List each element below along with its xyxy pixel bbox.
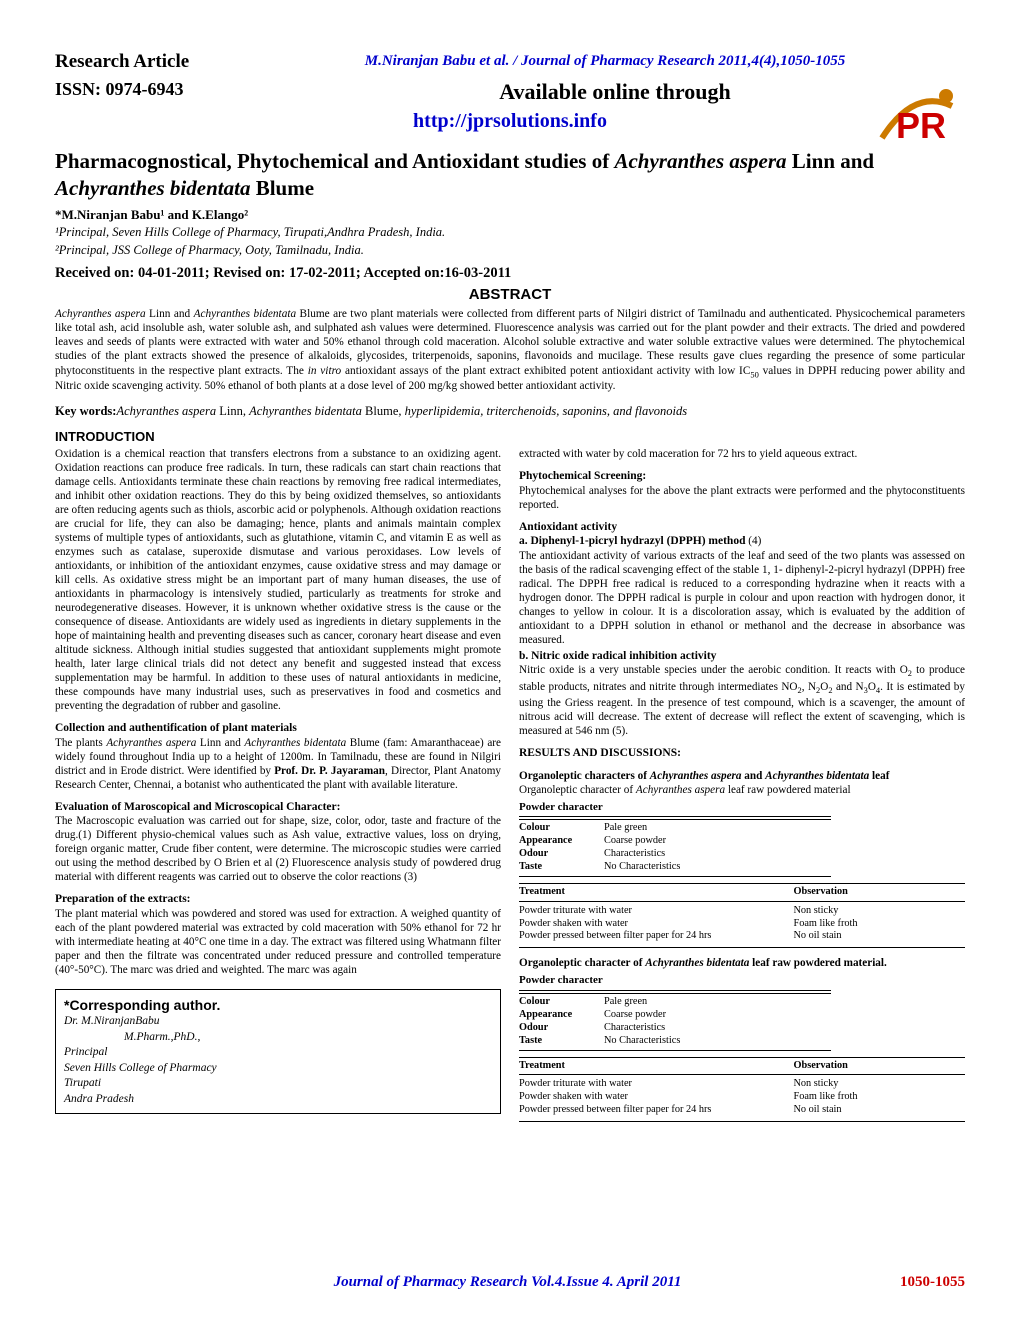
footer-pages: 1050-1055 <box>900 1273 965 1292</box>
nitric-oxide-heading: b. Nitric oxide radical inhibition activ… <box>519 650 716 662</box>
affiliation-1: ¹Principal, Seven Hills College of Pharm… <box>55 225 965 241</box>
left-column: Oxidation is a chemical reaction that tr… <box>55 447 501 1130</box>
preparation-heading: Preparation of the extracts: <box>55 893 191 905</box>
authors: *M.Niranjan Babu¹ and K.Elango² <box>55 207 965 223</box>
corresponding-author-box: *Corresponding author. Dr. M.NiranjanBab… <box>55 989 501 1115</box>
journal-url[interactable]: http://jprsolutions.info <box>413 110 607 132</box>
issn: ISSN: 0974-6943 <box>55 78 265 106</box>
running-citation: M.Niranjan Babu et al. / Journal of Phar… <box>245 50 965 71</box>
available-online-label: Available online through <box>265 78 965 106</box>
evaluation-heading: Evaluation of Maroscopical and Microscop… <box>55 801 340 813</box>
dpph-heading: a. Diphenyl-1-picryl hydrazyl (DPPH) met… <box>519 535 745 547</box>
footer-journal: Journal of Pharmacy Research Vol.4.Issue… <box>115 1273 900 1292</box>
phytochemical-heading: Phytochemical Screening: <box>519 470 646 482</box>
corresponding-author-heading: *Corresponding author. <box>64 996 492 1015</box>
research-article-label: Research Article <box>55 50 245 74</box>
aspera-character-table: ColourPale greenAppearanceCoarse powderO… <box>519 819 831 876</box>
submission-dates: Received on: 04-01-2011; Revised on: 17-… <box>55 264 965 282</box>
article-title: Pharmacognostical, Phytochemical and Ant… <box>55 148 965 201</box>
bidentata-treatment-table: TreatmentObservation Powder triturate wi… <box>519 1057 965 1122</box>
antioxidant-heading: Antioxidant activity <box>519 521 617 533</box>
keywords: Key words:Achyranthes aspera Linn, Achyr… <box>55 404 965 420</box>
collection-heading: Collection and authentification of plant… <box>55 722 297 734</box>
introduction-heading: INTRODUCTION <box>55 429 965 445</box>
powder-character-heading-2: Powder character <box>519 974 831 991</box>
svg-text:PR: PR <box>896 105 946 146</box>
abstract-body: Achyranthes aspera Linn and Achyranthes … <box>55 307 965 393</box>
powder-character-heading-1: Powder character <box>519 801 831 818</box>
bidentata-character-table: ColourPale greenAppearanceCoarse powderO… <box>519 993 831 1050</box>
affiliation-2: ²Principal, JSS College of Pharmacy, Oot… <box>55 243 965 259</box>
right-column: extracted with water by cold maceration … <box>519 447 965 1130</box>
aspera-treatment-table: TreatmentObservation Powder triturate wi… <box>519 883 965 948</box>
abstract-heading: ABSTRACT <box>55 286 965 305</box>
journal-logo: PR <box>874 78 960 150</box>
results-heading: RESULTS AND DISCUSSIONS: <box>519 747 681 759</box>
intro-paragraph: Oxidation is a chemical reaction that tr… <box>55 447 501 713</box>
